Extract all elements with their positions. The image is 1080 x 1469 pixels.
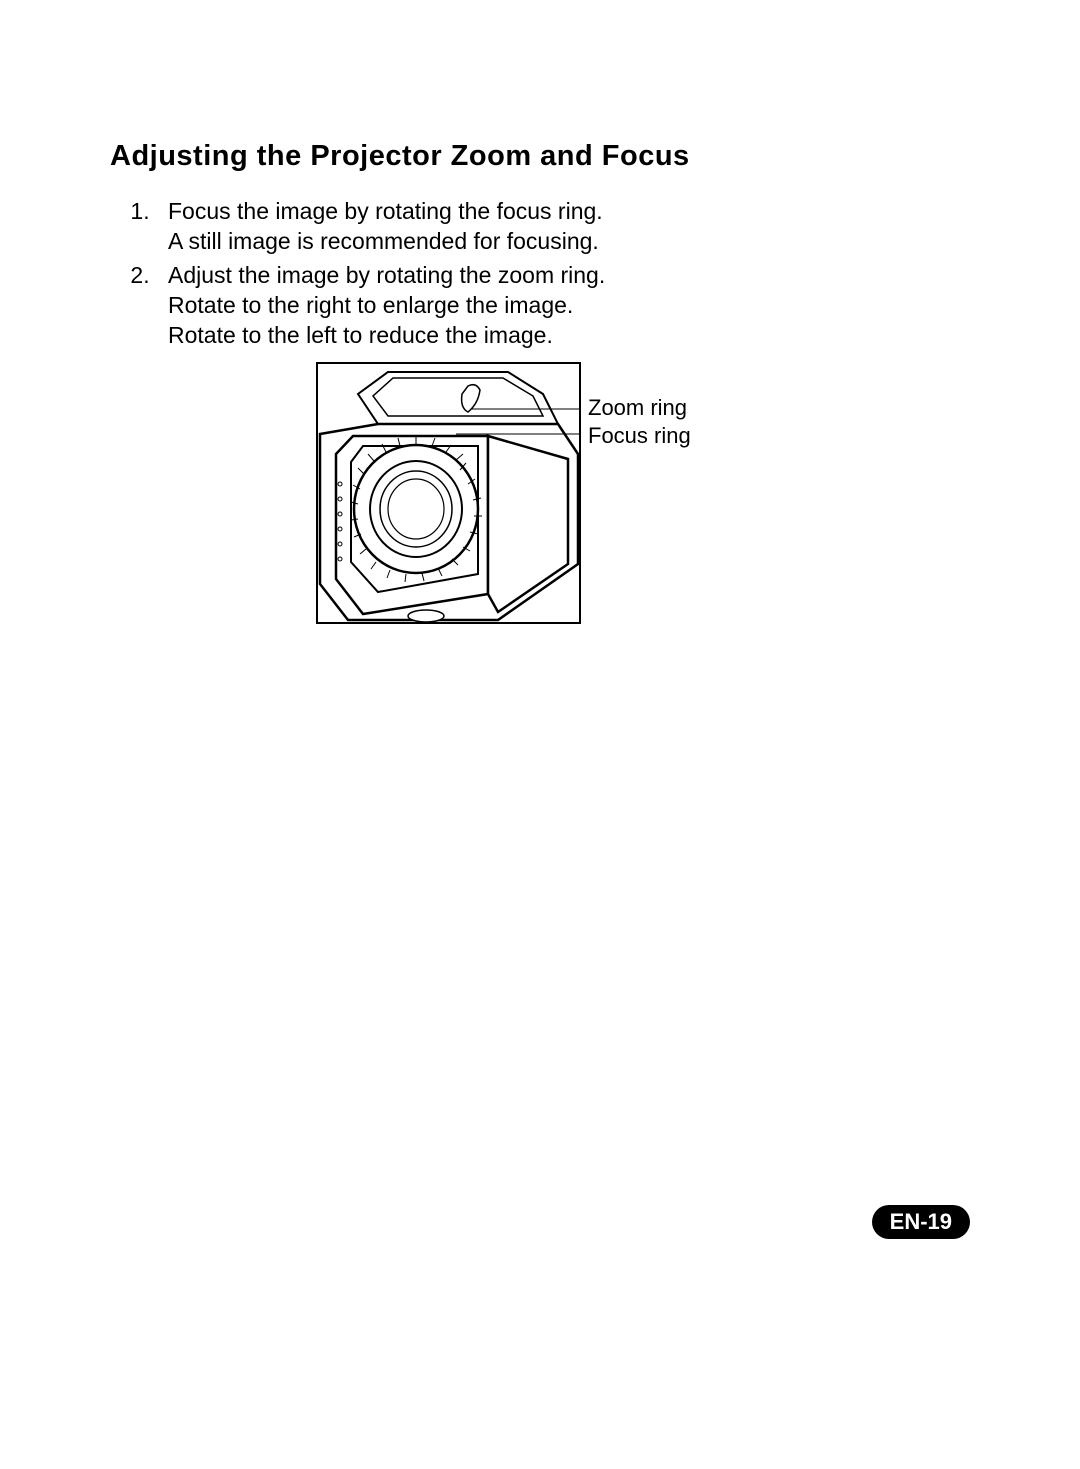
list-item: Adjust the image by rotating the zoom ri…: [156, 261, 970, 351]
step-line: A still image is recommended for focusin…: [168, 228, 599, 254]
step-line: Adjust the image by rotating the zoom ri…: [168, 262, 605, 288]
projector-illustration: [316, 362, 581, 624]
projector-svg: [318, 364, 579, 622]
callout-focus-ring: Focus ring: [588, 422, 691, 450]
instruction-list: Focus the image by rotating the focus ri…: [110, 197, 970, 350]
figure-callouts: Zoom ring Focus ring: [588, 394, 691, 449]
step-line: Focus the image by rotating the focus ri…: [168, 198, 603, 224]
step-line: Rotate to the right to enlarge the image…: [168, 292, 573, 318]
step-line: Rotate to the left to reduce the image.: [168, 322, 553, 348]
callout-zoom-ring: Zoom ring: [588, 394, 691, 422]
section-title: Adjusting the Projector Zoom and Focus: [110, 140, 970, 173]
manual-page: Adjusting the Projector Zoom and Focus F…: [0, 0, 1080, 1469]
list-item: Focus the image by rotating the focus ri…: [156, 197, 970, 257]
page-number-badge: EN-19: [872, 1205, 970, 1239]
figure-area: Zoom ring Focus ring: [110, 362, 970, 662]
